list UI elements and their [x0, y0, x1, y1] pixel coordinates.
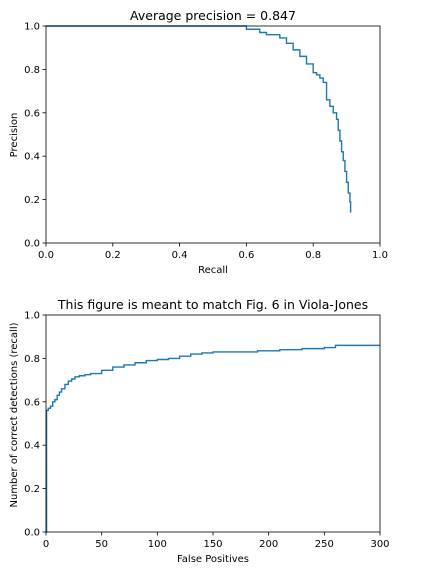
- x-tick-label: 50: [95, 539, 108, 550]
- axes-frame: [45, 25, 381, 244]
- y-tick-label: 0.6: [24, 397, 40, 408]
- x-tick-label: 0.2: [105, 250, 121, 261]
- x-axis-label: False Positives: [177, 554, 249, 565]
- x-axis-label: Recall: [198, 265, 228, 276]
- x-axis-ticks: 0 50 100 150 200 250 300: [43, 532, 390, 550]
- x-tick-label: 100: [148, 539, 167, 550]
- plot-area: [45, 344, 380, 533]
- y-tick-label: 0.2: [24, 484, 40, 495]
- y-tick-label: 0.4: [24, 441, 40, 452]
- plot-area: [46, 25, 352, 213]
- y-tick-label: 0.2: [24, 195, 40, 206]
- y-tick-label: 1.0: [24, 311, 40, 322]
- y-tick-label: 0.0: [24, 528, 40, 539]
- y-tick-label: 0.8: [24, 354, 40, 365]
- y-axis-ticks: 0.0 0.2 0.4 0.6 0.8 1.0: [24, 311, 46, 539]
- x-tick-label: 300: [370, 539, 389, 550]
- x-tick-label: 0: [43, 539, 49, 550]
- x-tick-label: 0.6: [238, 250, 254, 261]
- x-tick-label: 0.4: [172, 250, 188, 261]
- chart-title: This figure is meant to match Fig. 6 in …: [57, 297, 368, 312]
- series-line: [45, 344, 380, 533]
- y-axis-label: Precision: [9, 113, 20, 158]
- x-tick-label: 150: [203, 539, 222, 550]
- x-tick-label: 250: [315, 539, 334, 550]
- y-axis-label: Number of correct detections (recall): [9, 322, 20, 507]
- y-tick-label: 1.0: [24, 22, 40, 33]
- precision-recall-chart: Average precision = 0.847 0.0 0.2 0.4 0.6 0.…: [9, 8, 388, 276]
- y-axis-ticks: 0.0 0.2 0.4 0.6 0.8 1.0: [24, 22, 46, 250]
- false-positive-recall-chart: This figure is meant to match Fig. 6 in …: [9, 297, 390, 565]
- chart-title: Average precision = 0.847: [130, 8, 296, 23]
- y-tick-label: 0.0: [24, 239, 40, 250]
- x-axis-ticks: 0.0 0.2 0.4 0.6 0.8 1.0: [38, 243, 388, 261]
- x-tick-label: 0.0: [38, 250, 54, 261]
- x-tick-label: 1.0: [372, 250, 388, 261]
- y-tick-label: 0.4: [24, 152, 40, 163]
- y-tick-label: 0.8: [24, 65, 40, 76]
- x-tick-label: 200: [259, 539, 278, 550]
- series-line: [46, 25, 352, 213]
- x-tick-label: 0.8: [305, 250, 321, 261]
- y-tick-label: 0.6: [24, 108, 40, 119]
